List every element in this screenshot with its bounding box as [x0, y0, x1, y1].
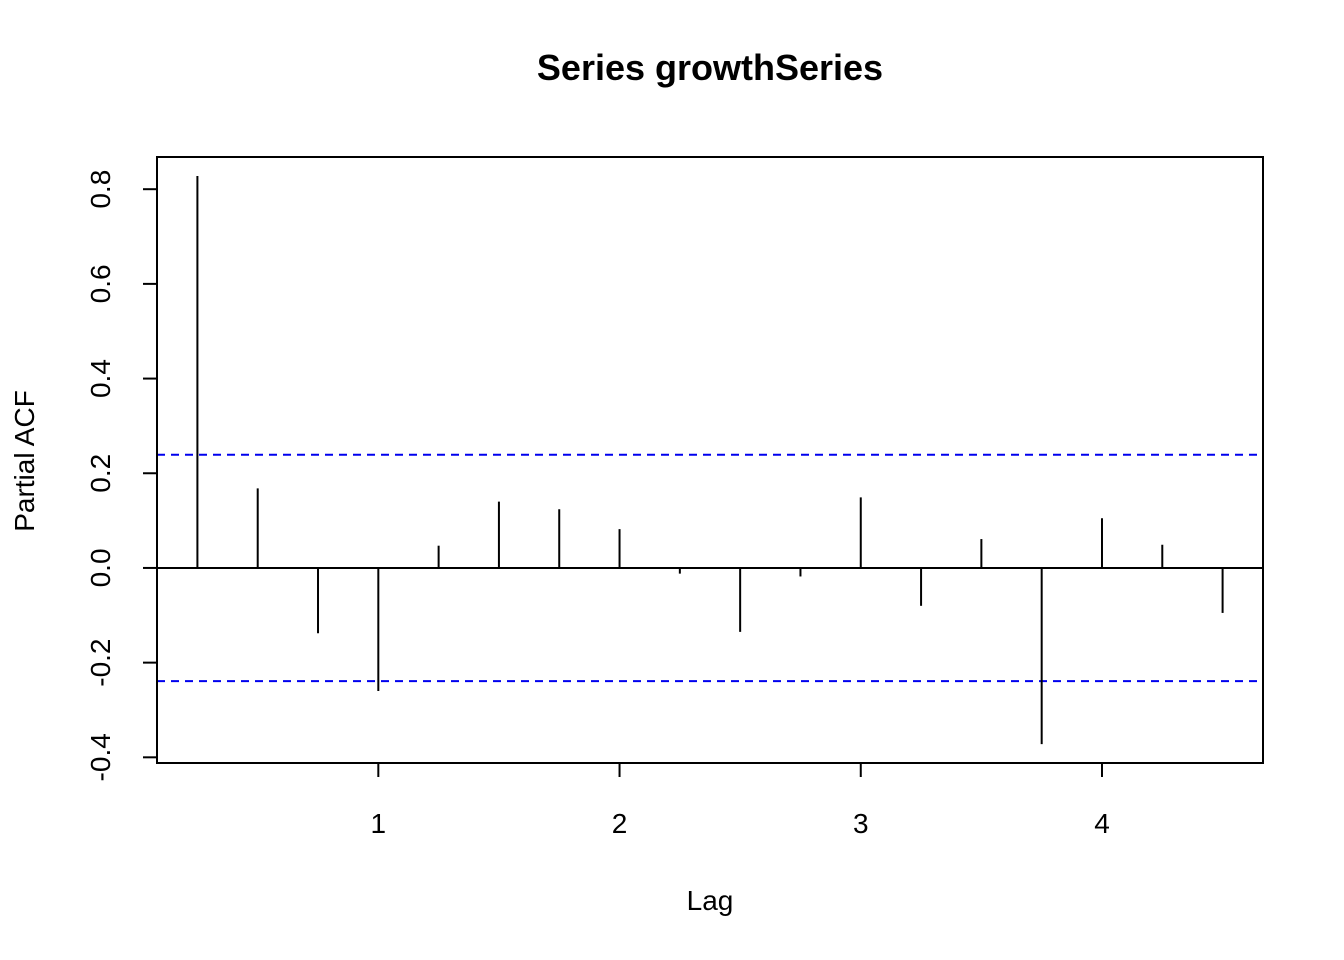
- plot-frame: [156, 156, 1264, 764]
- x-tick-label: 2: [612, 808, 628, 839]
- x-tick-label: 3: [853, 808, 869, 839]
- y-tick-label: -0.2: [85, 639, 116, 687]
- chart-title: Series growthSeries: [537, 47, 883, 88]
- y-tick-label: 0.4: [85, 359, 116, 398]
- y-tick-label: 0.8: [85, 170, 116, 209]
- y-tick-label: 0.2: [85, 454, 116, 493]
- y-tick-label: 0.0: [85, 548, 116, 587]
- y-axis-label: Partial ACF: [9, 390, 40, 532]
- x-tick-label: 4: [1094, 808, 1110, 839]
- y-tick-label: -0.4: [85, 733, 116, 781]
- x-axis-label: Lag: [687, 885, 734, 916]
- chart-marks: -0.4 -0.2 0.0 0.2 0.4 0.6 0.8 1 2 3 4: [85, 170, 1263, 839]
- y-tick-label: 0.6: [85, 264, 116, 303]
- x-tick-label: 1: [371, 808, 387, 839]
